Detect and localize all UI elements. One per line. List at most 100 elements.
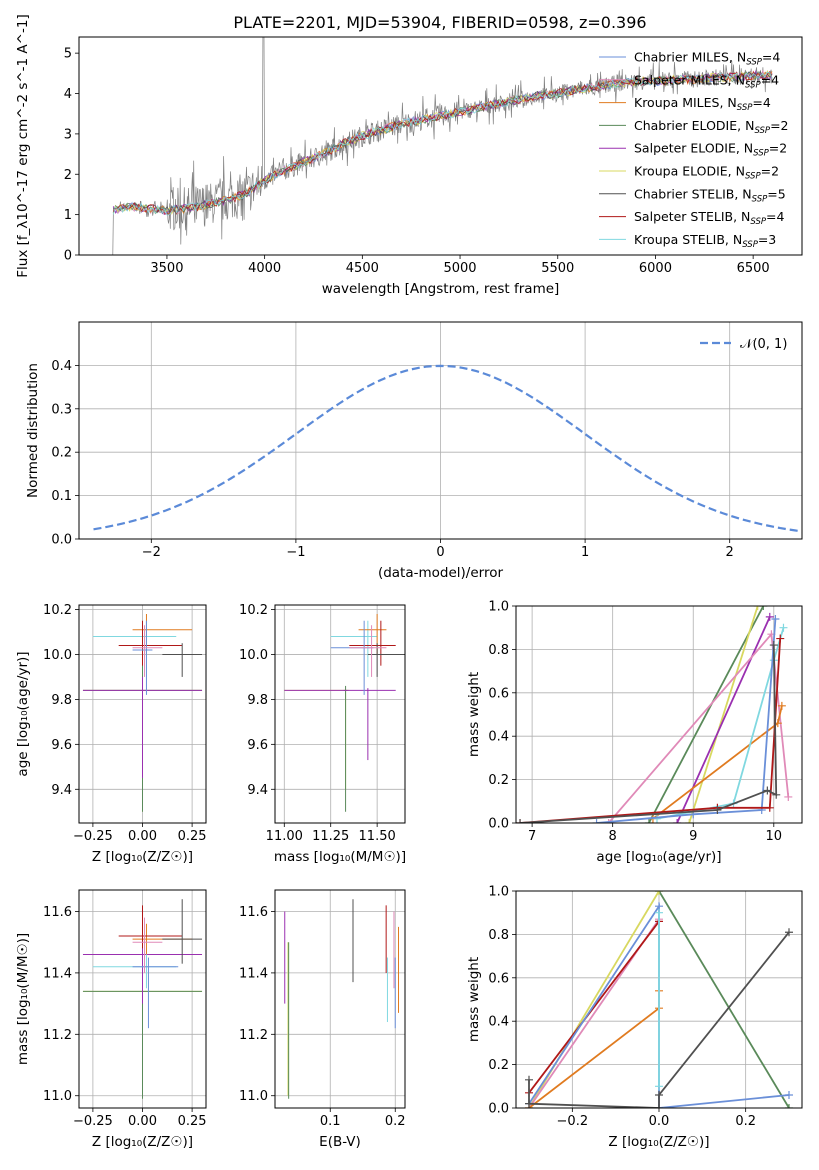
x-tick-label: 6000 [639, 261, 672, 276]
weight-marker [769, 641, 778, 650]
chart-residual-distribution: −2 −1 0 1 2 0.0 0.1 0.2 0.3 0.4 (data-model)/error… [25, 321, 803, 581]
chart-mass-vs-EBV: 0.1 0.2 11.0 11.2 11.4 11.6 E(B-V) [239, 889, 406, 1150]
weight-marker [772, 790, 781, 799]
y-tick-label: 0.3 [51, 402, 72, 417]
plots-layer: 3500 4000 4500 5000 5500 6000 6500 0 1 2 3 4 5 wavele… [15, 14, 803, 1150]
axes-frame [515, 605, 803, 824]
y-tick-label: 9.6 [247, 738, 268, 753]
y-axis-label: age [log₁₀(age/yr)] [15, 651, 31, 776]
x-tick-label: 2 [726, 545, 734, 560]
x-tick-label: 0.25 [178, 829, 207, 844]
weight-marker [753, 606, 762, 610]
plot-area [82, 899, 203, 1099]
y-tick-label: 11.2 [239, 1028, 268, 1043]
weight-marker [759, 606, 768, 610]
x-tick-label: 11.50 [359, 829, 396, 844]
y-axis-label: Normed distribution [25, 363, 41, 498]
weight-marker [525, 1099, 533, 1108]
x-tick-label: −2 [142, 545, 161, 560]
axes-frame [515, 890, 803, 1109]
y-tick-label: 11.4 [43, 966, 72, 981]
y-tick-label: 5 [64, 47, 72, 62]
weight-line [658, 891, 790, 1108]
y-tick-label: 1 [64, 208, 72, 223]
x-tick-label: 0.00 [128, 829, 157, 844]
weight-marker [785, 1104, 793, 1108]
y-tick-label: 0.1 [51, 489, 72, 504]
y-tick-label: 10.0 [239, 648, 268, 663]
y-tick-label: 0.0 [488, 1102, 509, 1117]
y-axis-label: mass [log₁₀(M/M☉)] [15, 933, 31, 1065]
weight-marker [785, 928, 793, 937]
axes-frame [78, 889, 207, 1109]
weight-marker [765, 612, 774, 621]
weight-marker [655, 1082, 663, 1091]
x-tick-label: 8 [609, 829, 617, 844]
y-tick-label: 11.6 [239, 905, 268, 920]
y-tick-label: 0.6 [488, 971, 509, 986]
x-tick-label: 7 [528, 829, 536, 844]
weight-marker [644, 819, 653, 823]
weight-marker [525, 1075, 533, 1084]
weight-marker [655, 1104, 663, 1108]
x-tick-label: 11.25 [312, 829, 349, 844]
x-axis-label: E(B-V) [319, 1134, 361, 1150]
legend-label: Salpeter MILES, NSSP=4 [634, 72, 779, 90]
x-tick-label: 0.00 [128, 1114, 157, 1129]
axes-frame [274, 889, 406, 1109]
legend-label: Kroupa STELIB, NSSP=3 [634, 232, 776, 250]
y-tick-label: 0.2 [488, 1058, 509, 1073]
plot-area [82, 613, 203, 812]
y-tick-label: 0.2 [51, 446, 72, 461]
y-tick-label: 9.6 [51, 738, 72, 753]
axes-frame [78, 604, 207, 824]
x-tick-label: 6500 [737, 261, 770, 276]
weight-line [519, 638, 782, 823]
plot-area [284, 613, 405, 812]
x-tick-label: −0.2 [557, 1114, 589, 1129]
y-tick-label: 0.4 [488, 1015, 509, 1030]
chart-age-vs-Z: −0.25 0.00 0.25 9.4 9.6 9.8 10.0 10.2 Z [log₁₀(Z… [15, 603, 207, 865]
y-axis-label: mass weight [466, 672, 482, 757]
y-tick-label: 11.6 [43, 905, 72, 920]
weight-marker [784, 792, 793, 801]
weight-marker [713, 805, 722, 814]
y-axis-label: mass weight [466, 957, 482, 1042]
weight-marker [765, 803, 774, 812]
plot-area [516, 606, 793, 823]
y-tick-label: 1.0 [488, 600, 509, 615]
weight-marker [685, 819, 694, 823]
x-axis-label: Z [log₁₀(Z/Z☉)] [608, 1134, 709, 1150]
x-axis-label: wavelength [Angstrom, rest frame] [322, 281, 560, 297]
y-tick-label: 0.6 [488, 686, 509, 701]
legend-label: Salpeter STELIB, NSSP=4 [634, 209, 784, 227]
y-tick-label: 0.8 [488, 928, 509, 943]
plot-area [112, 37, 773, 255]
weight-line [648, 606, 765, 823]
model-line-kroupa-elodie [112, 69, 773, 215]
y-tick-label: 11.2 [43, 1028, 72, 1043]
weight-line [596, 618, 777, 823]
axes-frame [78, 321, 803, 540]
y-tick-label: 9.4 [51, 783, 72, 798]
x-tick-label: 10 [766, 829, 783, 844]
y-tick-label: 0.8 [488, 643, 509, 658]
y-tick-label: 10.2 [43, 603, 72, 618]
chart-age-vs-mass: 11.00 11.25 11.50 9.4 9.6 9.8 10.0 10.2 mass [lo… [239, 603, 406, 865]
weight-marker [776, 634, 785, 643]
chart-mass-weight-vs-Z: −0.2 0.0 0.2 0.0 0.2 0.4 0.6 0.8 1.0 Z [log₁₀(Z/Z… [466, 885, 803, 1150]
x-axis-label: mass [log₁₀(M/M☉)] [274, 849, 406, 865]
weight-marker [673, 819, 682, 823]
axes-frame [78, 36, 803, 256]
y-tick-label: 9.4 [247, 783, 268, 798]
chart-mass-weight-vs-age: 7 8 9 10 0.0 0.2 0.4 0.6 0.8 1.0 age [log₁₀(age/yr… [466, 600, 803, 865]
y-tick-label: 9.8 [51, 693, 72, 708]
x-axis-label: Z [log₁₀(Z/Z☉)] [92, 1134, 193, 1150]
x-tick-label: 0.1 [320, 1114, 341, 1129]
x-tick-label: 0.25 [178, 1114, 207, 1129]
y-tick-label: 0.4 [488, 730, 509, 745]
y-tick-label: 0.2 [488, 773, 509, 788]
y-tick-label: 11.4 [239, 966, 268, 981]
axes-frame [274, 604, 406, 824]
